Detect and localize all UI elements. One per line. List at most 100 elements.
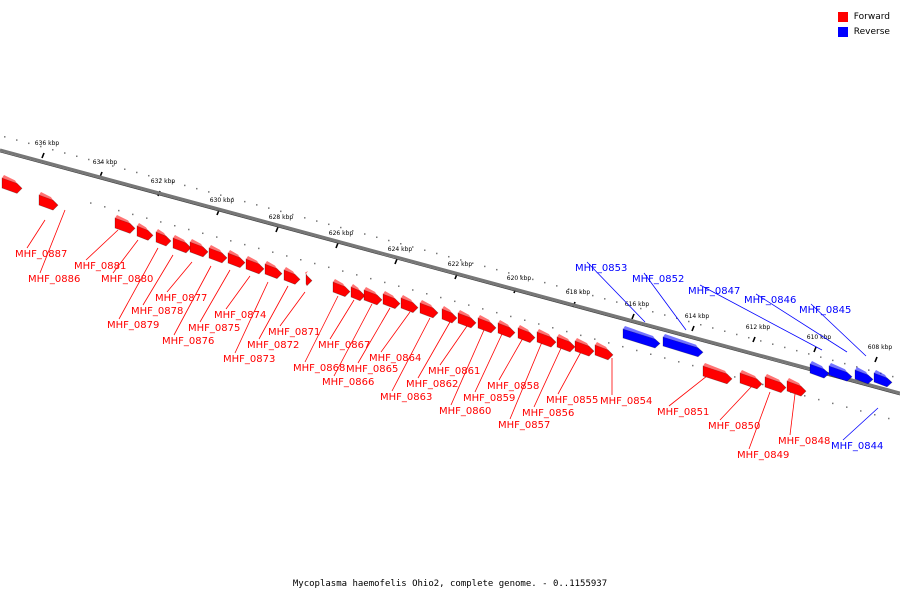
gene-body[interactable]: [264, 263, 283, 279]
gene-body[interactable]: [662, 336, 704, 358]
gene-mhf-0878[interactable]: [172, 235, 192, 254]
gene-mhf-0861[interactable]: [457, 310, 477, 329]
gene-label[interactable]: MHF_0873: [223, 354, 275, 365]
gene-mhf-0851[interactable]: [702, 363, 733, 385]
gene-label[interactable]: MHF_0860: [439, 406, 491, 417]
gene-label[interactable]: MHF_0876: [162, 336, 214, 347]
gene-body[interactable]: [283, 269, 301, 285]
gene-label[interactable]: MHF_0855: [546, 395, 598, 406]
gene-label[interactable]: MHF_0849: [737, 450, 789, 461]
gene-body[interactable]: [594, 344, 614, 361]
gene-mhf-0867[interactable]: [350, 284, 366, 302]
gene-body[interactable]: [227, 252, 246, 268]
gene-label[interactable]: MHF_0847: [688, 286, 740, 297]
gene-label[interactable]: MHF_0872: [247, 340, 299, 351]
gene-mhf-0887[interactable]: [1, 175, 23, 194]
gene-label[interactable]: MHF_0856: [522, 408, 574, 419]
gene-mhf-0876[interactable]: [208, 245, 228, 264]
gene-body[interactable]: [497, 322, 516, 338]
gene-label[interactable]: MHF_0875: [188, 323, 240, 334]
gene-mhf-0856[interactable]: [556, 334, 576, 353]
gene-mhf-0874[interactable]: [245, 256, 265, 275]
gene-label[interactable]: MHF_0853: [575, 263, 627, 274]
gene-body[interactable]: [400, 297, 419, 313]
gene-label[interactable]: MHF_0864: [369, 353, 421, 364]
gene-mhf-0862[interactable]: [441, 306, 458, 324]
gene-label[interactable]: MHF_0878: [131, 306, 183, 317]
gene-mhf-0858[interactable]: [517, 325, 536, 343]
gene-mhf-0863[interactable]: [419, 300, 439, 319]
gene-mhf-0853[interactable]: [622, 326, 661, 349]
gene-body[interactable]: [1, 177, 23, 194]
gene-label[interactable]: MHF_0887: [15, 249, 67, 260]
gene-body[interactable]: [764, 376, 787, 394]
gene-label[interactable]: MHF_0859: [463, 393, 515, 404]
gene-label[interactable]: MHF_0850: [708, 421, 760, 432]
gene-label[interactable]: MHF_0846: [744, 295, 796, 306]
gene-body[interactable]: [332, 281, 351, 297]
gene-mhf-0877[interactable]: [189, 239, 209, 258]
gene-body[interactable]: [854, 369, 874, 385]
gene-mhf-0844[interactable]: [873, 370, 893, 388]
gene-mhf-0886[interactable]: [38, 192, 59, 211]
gene-mhf-0850[interactable]: [739, 370, 763, 390]
gene-label[interactable]: MHF_0848: [778, 436, 830, 447]
gene-label[interactable]: MHF_0854: [600, 396, 652, 407]
gene-body[interactable]: [873, 372, 893, 388]
gene-mhf-0868[interactable]: [332, 279, 351, 297]
gene-mhf-0872[interactable]: [283, 267, 301, 285]
gene-body[interactable]: [305, 272, 313, 287]
gene-body[interactable]: [556, 336, 576, 353]
gene-mhf-0846[interactable]: [828, 363, 853, 382]
gene-mhf-0879[interactable]: [155, 229, 172, 247]
gene-body[interactable]: [441, 308, 458, 324]
gene-label[interactable]: MHF_0866: [322, 377, 374, 388]
gene-body[interactable]: [114, 217, 136, 234]
gene-mhf-0881[interactable]: [114, 215, 136, 234]
gene-label[interactable]: MHF_0857: [498, 420, 550, 431]
gene-label[interactable]: MHF_0877: [155, 293, 207, 304]
gene-label[interactable]: MHF_0868: [293, 363, 345, 374]
gene-body[interactable]: [382, 293, 401, 309]
gene-mhf-0860[interactable]: [477, 315, 497, 334]
gene-mhf-0849[interactable]: [764, 374, 787, 394]
gene-label[interactable]: MHF_0852: [632, 274, 684, 285]
gene-body[interactable]: [702, 365, 733, 385]
gene-label[interactable]: MHF_0861: [428, 366, 480, 377]
gene-mhf-0855[interactable]: [574, 338, 595, 357]
gene-mhf-0859[interactable]: [497, 320, 516, 338]
gene-label[interactable]: MHF_0879: [107, 320, 159, 331]
gene-mhf-0880[interactable]: [136, 223, 154, 241]
gene-body[interactable]: [517, 327, 536, 343]
gene-mhf-0864[interactable]: [400, 295, 419, 313]
gene-label[interactable]: MHF_0874: [214, 310, 266, 321]
gene-mhf-0873[interactable]: [264, 261, 283, 279]
gene-mhf-0848[interactable]: [786, 378, 807, 397]
gene-label[interactable]: MHF_0844: [831, 441, 883, 452]
gene-body[interactable]: [189, 241, 209, 258]
gene-label[interactable]: MHF_0867: [318, 340, 370, 351]
gene-mhf-0845[interactable]: [854, 367, 874, 385]
gene-body[interactable]: [208, 247, 228, 264]
gene-mhf-0871[interactable]: [305, 271, 313, 287]
gene-label[interactable]: MHF_0886: [28, 274, 80, 285]
gene-label[interactable]: MHF_0863: [380, 392, 432, 403]
gene-mhf-0854[interactable]: [594, 342, 614, 361]
gene-mhf-0847[interactable]: [809, 361, 830, 379]
gene-mhf-0866[interactable]: [363, 287, 383, 306]
gene-mhf-0857[interactable]: [536, 329, 557, 348]
gene-body[interactable]: [622, 328, 661, 349]
gene-label[interactable]: MHF_0858: [487, 381, 539, 392]
gene-mhf-0875[interactable]: [227, 250, 246, 268]
gene-label[interactable]: MHF_0851: [657, 407, 709, 418]
gene-label[interactable]: MHF_0871: [268, 327, 320, 338]
gene-body[interactable]: [172, 237, 192, 254]
gene-label[interactable]: MHF_0865: [346, 364, 398, 375]
gene-label[interactable]: MHF_0845: [799, 305, 851, 316]
gene-label[interactable]: MHF_0862: [406, 379, 458, 390]
gene-mhf-0852[interactable]: [662, 334, 704, 358]
gene-body[interactable]: [739, 372, 763, 390]
gene-label[interactable]: MHF_0881: [74, 261, 126, 272]
gene-mhf-0865[interactable]: [382, 291, 401, 309]
gene-label[interactable]: MHF_0880: [101, 274, 153, 285]
